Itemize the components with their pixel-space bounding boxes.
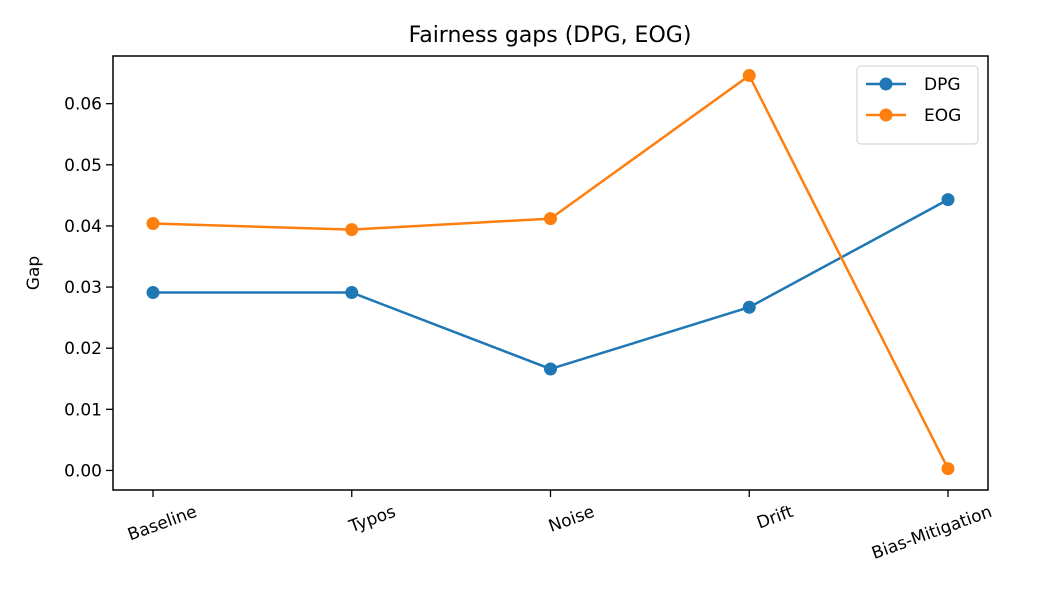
series-layer: [146, 69, 955, 476]
legend-marker: [879, 77, 893, 91]
data-point: [544, 362, 557, 376]
data-point: [941, 193, 955, 207]
series-dpg: [146, 193, 955, 376]
y-tick-label: 0.05: [64, 156, 102, 176]
data-point: [544, 212, 557, 226]
data-point: [742, 69, 756, 83]
y-tick-label: 0.02: [64, 339, 102, 359]
data-point: [146, 216, 160, 230]
y-tick-label: 0.00: [64, 461, 102, 481]
y-tick-label: 0.04: [64, 217, 102, 237]
x-tick-label: Typos: [346, 502, 399, 538]
x-tick-label: Bias-Mitigation: [869, 502, 995, 564]
y-axis-label: Gap: [24, 256, 44, 290]
y-axis: 0.00 0.01 0.02 0.03 0.04 0.05 0.06: [64, 95, 113, 481]
x-tick-label: Noise: [546, 502, 597, 537]
x-tick-label: Drift: [754, 502, 796, 534]
y-tick-label: 0.06: [64, 95, 102, 115]
data-point: [345, 223, 359, 237]
legend-label: EOG: [924, 106, 961, 126]
legend-marker: [879, 108, 893, 122]
x-tick-label: Baseline: [125, 502, 200, 545]
x-axis: Baseline Typos Noise Drift Bias-Mitigation: [125, 490, 995, 564]
data-point: [941, 462, 955, 476]
series-eog: [146, 69, 955, 476]
legend: DPG EOG: [856, 65, 979, 145]
data-point: [345, 286, 359, 300]
y-tick-label: 0.01: [64, 400, 102, 420]
data-point: [146, 286, 160, 300]
legend-label: DPG: [924, 75, 961, 95]
chart-title: Fairness gaps (DPG, EOG): [409, 23, 692, 48]
data-point: [742, 300, 756, 314]
y-tick-label: 0.03: [64, 278, 102, 298]
series-line: [152, 74, 950, 470]
